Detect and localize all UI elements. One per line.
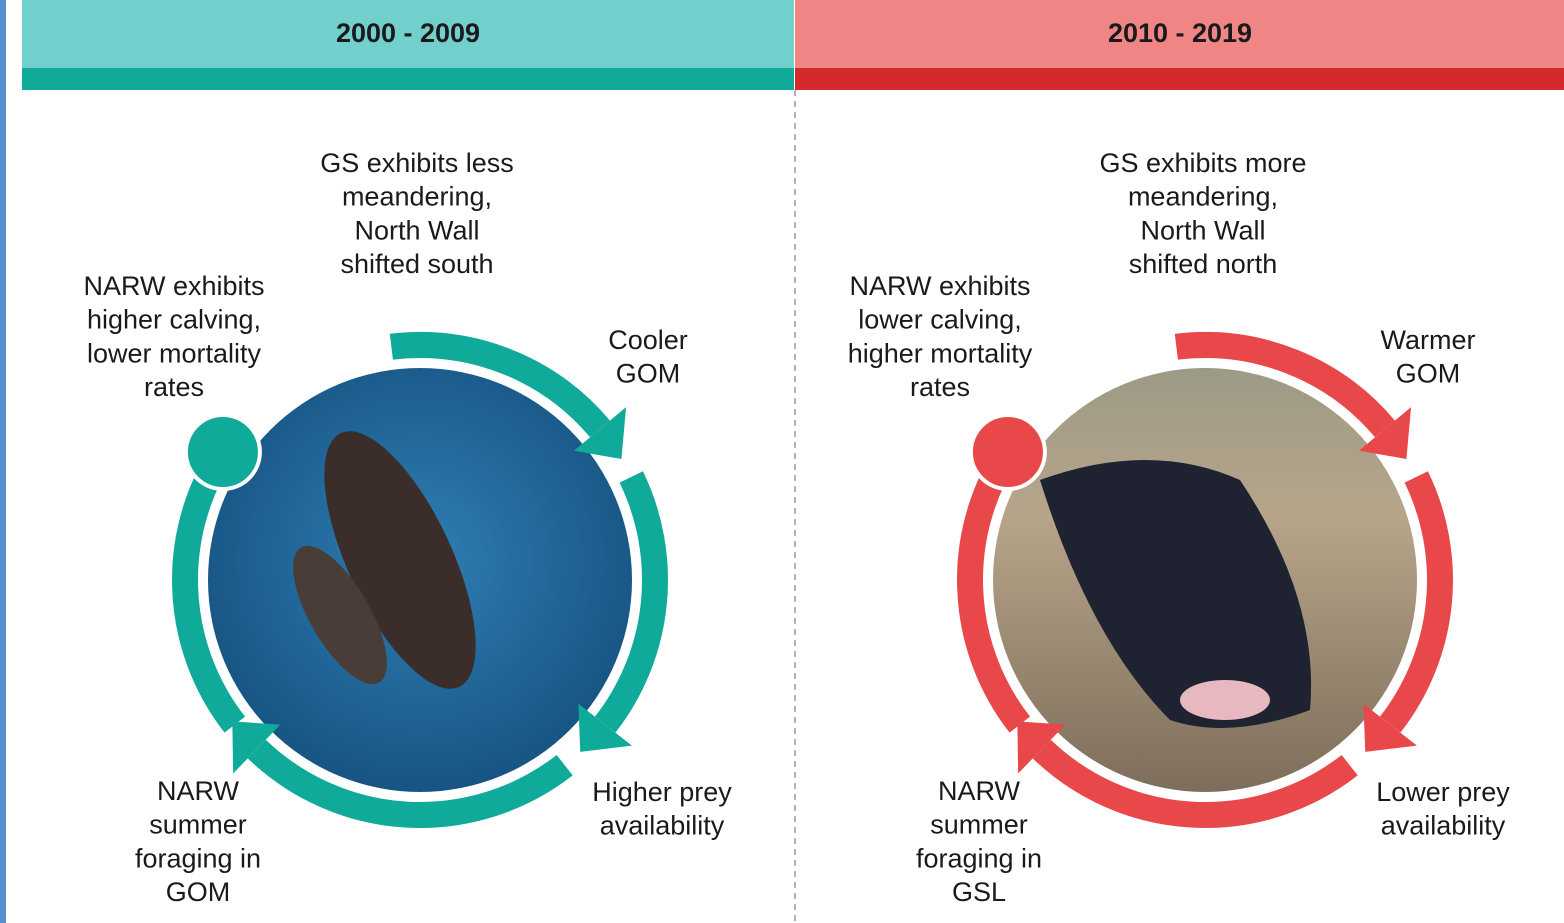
header-band	[795, 68, 1564, 90]
node-label: shifted south	[340, 249, 493, 279]
node-label: rates	[910, 372, 970, 402]
node-label: meandering,	[342, 182, 492, 212]
node-label: meandering,	[1128, 182, 1278, 212]
edge-bar	[0, 0, 6, 923]
node-label: North Wall	[1140, 215, 1265, 245]
period-header: 2000 - 2009	[336, 18, 480, 48]
node-label: NARW exhibits	[83, 271, 264, 301]
node-label: foraging in	[135, 843, 261, 873]
header-band	[22, 68, 794, 90]
node-label: foraging in	[916, 843, 1042, 873]
node-label: summer	[930, 810, 1028, 840]
node-label: summer	[149, 810, 247, 840]
node-label: shifted north	[1129, 249, 1278, 279]
node-label: GS exhibits less	[320, 148, 514, 178]
node-label: GOM	[166, 877, 231, 907]
node-dot	[971, 415, 1045, 489]
node-label: NARW exhibits	[849, 271, 1030, 301]
node-label: Warmer	[1381, 325, 1476, 355]
node-label: GOM	[1396, 359, 1461, 389]
node-label: lower calving,	[858, 305, 1022, 335]
node-label: GOM	[616, 359, 681, 389]
node-label: Cooler	[608, 325, 688, 355]
node-label: higher calving,	[87, 305, 261, 335]
node-label: availability	[1381, 811, 1506, 841]
node-label: availability	[600, 811, 725, 841]
node-label: rates	[144, 372, 204, 402]
node-label: NARW	[938, 776, 1021, 806]
node-label: Lower prey	[1376, 777, 1510, 807]
node-dot	[186, 415, 260, 489]
node-label: lower mortality	[87, 338, 262, 368]
node-label: GSL	[952, 877, 1006, 907]
node-label: higher mortality	[848, 338, 1033, 368]
period-header: 2010 - 2019	[1108, 18, 1252, 48]
node-label: GS exhibits more	[1099, 148, 1306, 178]
node-label: Higher prey	[592, 777, 732, 807]
diagram: 2000 - 2009GS exhibits lessmeandering,No…	[0, 0, 1564, 923]
node-label: NARW	[157, 776, 240, 806]
node-label: North Wall	[354, 215, 479, 245]
